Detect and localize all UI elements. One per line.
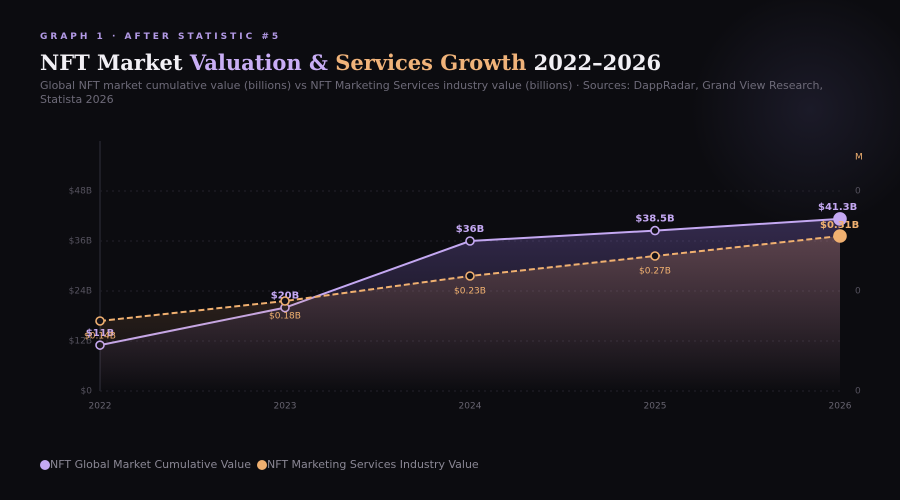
value-label: $0.18B bbox=[269, 312, 301, 322]
point bbox=[833, 229, 847, 243]
value-label: $0.23B bbox=[454, 287, 486, 297]
value-label: $36B bbox=[456, 224, 485, 235]
title-part: 2022–2026 bbox=[526, 50, 662, 75]
legend: NFT Global Market Cumulative Value NFT Ma… bbox=[40, 458, 479, 471]
y2-tick-label: 0 bbox=[855, 187, 861, 197]
point bbox=[465, 236, 475, 246]
point bbox=[650, 225, 660, 236]
x-tick-label: 2022 bbox=[89, 402, 112, 412]
subtitle: Global NFT market cumulative value (bill… bbox=[40, 79, 823, 106]
legend-item: NFT Global Market Cumulative Value bbox=[40, 458, 251, 471]
legend-swatch bbox=[40, 459, 50, 470]
point bbox=[95, 316, 105, 326]
legend-label: NFT Marketing Services Industry Value bbox=[266, 458, 479, 471]
y-tick-label: $36B bbox=[69, 237, 92, 247]
point bbox=[650, 251, 660, 261]
y-tick-label: $0 bbox=[81, 387, 93, 397]
point bbox=[280, 296, 290, 306]
y2-tick-label: 0 bbox=[855, 287, 861, 297]
value-label: $38.5B bbox=[635, 214, 674, 225]
x-tick-label: 2026 bbox=[829, 402, 852, 412]
legend-swatch bbox=[256, 459, 267, 470]
x-tick-label: 2024 bbox=[459, 402, 482, 412]
header: GRAPH 1 · AFTER STATISTIC #5 NFT Market … bbox=[40, 32, 840, 107]
y2-axis-title: M bbox=[855, 153, 863, 163]
legend-item: NFT Marketing Services Industry Value bbox=[256, 458, 479, 471]
title-part: NFT Market bbox=[40, 50, 190, 75]
value-label: $20B bbox=[271, 291, 300, 302]
legend-label: NFT Global Market Cumulative Value bbox=[50, 458, 251, 471]
y-tick-label: $12B bbox=[69, 337, 92, 347]
point bbox=[465, 271, 475, 281]
value-label: $41.3B bbox=[818, 202, 857, 213]
x-tick-label: 2025 bbox=[644, 402, 667, 412]
value-label: $0.27B bbox=[639, 267, 671, 277]
title-part: Valuation & bbox=[189, 50, 336, 75]
title-part: Services Growth bbox=[335, 50, 527, 75]
y2-tick-label: 0 bbox=[855, 387, 861, 397]
y-tick-label: $24B bbox=[69, 287, 92, 297]
value-label: $0.31B bbox=[820, 220, 859, 231]
x-tick-label: 2023 bbox=[274, 402, 297, 412]
chart-title: NFT Market Valuation & Services Growth 2… bbox=[40, 50, 840, 75]
overline: GRAPH 1 · AFTER STATISTIC #5 bbox=[40, 32, 282, 42]
y-tick-label: $48B bbox=[69, 187, 92, 197]
point bbox=[833, 212, 847, 226]
value-label: $0.14B bbox=[84, 332, 116, 342]
area bbox=[100, 236, 840, 391]
